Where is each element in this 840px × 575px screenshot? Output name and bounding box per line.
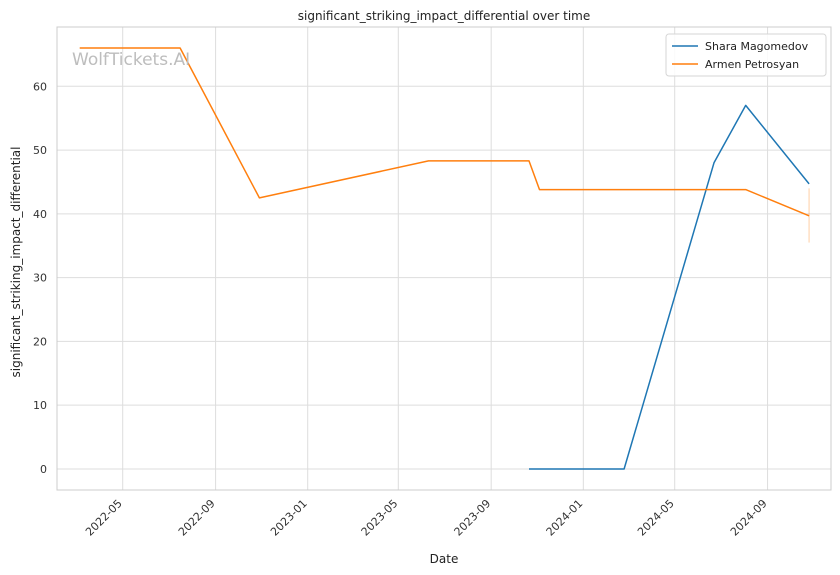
- y-tick-label: 40: [33, 208, 47, 221]
- x-tick-label: 2024-09: [728, 497, 770, 539]
- x-tick-label: 2023-09: [452, 497, 494, 539]
- series-line-shara-magomedov: [529, 104, 810, 470]
- y-tick-labels: 0 10 20 30 40 50 60: [33, 80, 47, 476]
- x-tick-label: 2024-01: [544, 497, 586, 539]
- x-tick-label: 2022-05: [83, 497, 125, 539]
- x-tick-label: 2022-09: [176, 497, 218, 539]
- y-tick-label: 30: [33, 272, 47, 285]
- x-tick-label: 2023-05: [359, 497, 401, 539]
- legend: Shara Magomedov Armen Petrosyan: [665, 33, 827, 77]
- chart-title: significant_striking_impact_differential…: [298, 9, 590, 23]
- y-axis-label: significant_striking_impact_differential: [9, 147, 23, 378]
- watermark: WolfTickets.AI: [72, 50, 190, 70]
- grid-layer: [57, 27, 831, 490]
- x-tick-label: 2023-01: [268, 497, 310, 539]
- legend-label-armen-petrosyan: Armen Petrosyan: [705, 58, 799, 71]
- x-tick-labels: 2022-05 2022-09 2023-01 2023-05 2023-09 2024-…: [83, 497, 770, 539]
- x-tick-label: 2024-05: [635, 497, 677, 539]
- series-layer: [79, 47, 810, 470]
- y-tick-label: 60: [33, 80, 47, 93]
- series-line-armen-petrosyan: [79, 47, 810, 217]
- y-tick-label: 0: [40, 463, 47, 476]
- y-tick-label: 20: [33, 335, 47, 348]
- legend-box: [665, 33, 827, 77]
- x-axis-label: Date: [430, 552, 459, 566]
- plot-frame: [56, 26, 832, 491]
- legend-label-shara-magomedov: Shara Magomedov: [705, 40, 809, 53]
- y-tick-label: 10: [33, 399, 47, 412]
- y-tick-label: 50: [33, 144, 47, 157]
